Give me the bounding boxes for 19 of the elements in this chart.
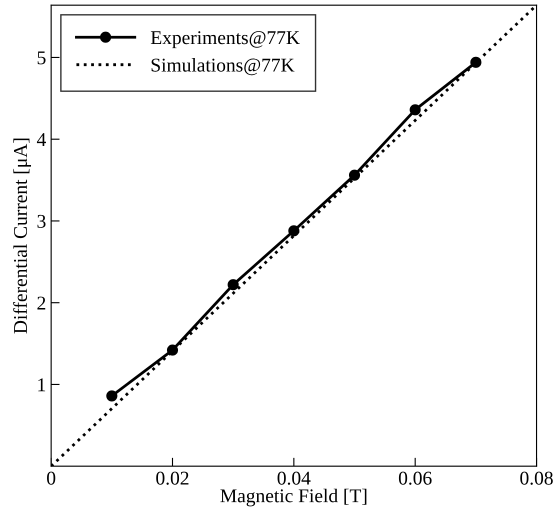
y-tick-label: 1 (38, 378, 46, 392)
x-tick-label: 0.04 (278, 472, 311, 485)
x-tick-label: 0.02 (156, 472, 188, 485)
point (106, 390, 118, 402)
point (410, 104, 421, 116)
point (288, 225, 300, 236)
legend-label: Experiments@77K (150, 31, 300, 48)
point (348, 170, 360, 181)
legend-label: Simulations@77K (152, 58, 294, 76)
y-tick-label: 5 (38, 51, 46, 64)
x-tick-label: 0 (47, 472, 56, 485)
x-tick-label: 0.06 (398, 472, 432, 485)
x-tick-label: 0.08 (520, 472, 553, 485)
y-axis-title: Differential Current [μA] (13, 138, 32, 334)
y-tick-label: 4 (36, 133, 46, 146)
y-tick-label: 2 (37, 296, 46, 310)
point (228, 279, 239, 290)
x-axis-title: Magnetic Field [T] (220, 488, 366, 506)
y-tick-label: 3 (38, 214, 46, 228)
